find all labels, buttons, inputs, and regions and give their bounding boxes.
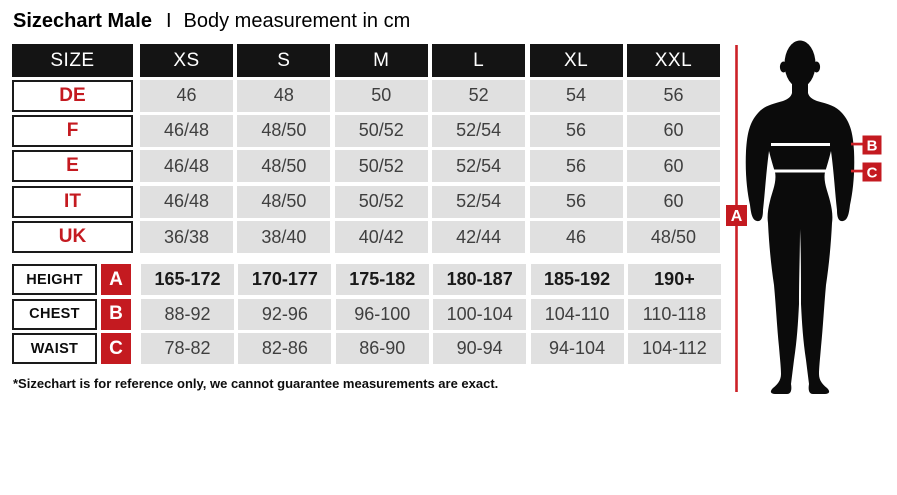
chest-connector-line [851, 142, 863, 146]
row-label-uk: UK [12, 221, 133, 254]
cell: 48/50 [626, 221, 720, 254]
size-chart-table: SIZE XS S M L XL XXL DE 46 48 50 52 54 5… [12, 44, 721, 368]
title-separator: I [165, 9, 172, 33]
cell: 175-182 [335, 264, 429, 296]
footnote: *Sizechart is for reference only, we can… [13, 376, 499, 391]
cell: 60 [626, 114, 720, 147]
chest-line [771, 143, 830, 146]
header-xs: XS [140, 44, 233, 77]
section-gap [12, 256, 721, 264]
row-label-height: HEIGHT [12, 264, 97, 296]
cell: 48/50 [237, 114, 331, 147]
male-body-figure: A B C [726, 40, 882, 394]
cell: 46/48 [140, 114, 233, 147]
header-l: L [432, 44, 526, 77]
table-row-de: DE 46 48 50 52 54 56 [12, 79, 721, 112]
row-label-de: DE [12, 79, 133, 112]
cell: 60 [626, 185, 720, 218]
cell: 46/48 [140, 185, 233, 218]
marker-b-box [862, 135, 882, 155]
cell: 90-94 [433, 333, 527, 365]
table-row-e: E 46/48 48/50 50/52 52/54 56 60 [12, 150, 721, 183]
cell: 38/40 [237, 221, 331, 254]
row-label-chest: CHEST [12, 298, 97, 330]
marker-c-box [862, 162, 882, 182]
row-label-f: F [12, 114, 133, 147]
cell: 60 [626, 150, 720, 183]
row-label-waist: WAIST [12, 333, 97, 365]
marker-c-letter: C [867, 165, 878, 182]
header-row: SIZE XS S M L XL XXL [12, 44, 721, 77]
cell: 52/54 [432, 150, 526, 183]
cell: 36/38 [140, 221, 233, 254]
title-main: Sizechart Male [13, 10, 152, 32]
cell: 165-172 [141, 264, 234, 296]
page-title: Sizechart Male I Body measurement in cm [13, 10, 410, 33]
cell: 170-177 [238, 264, 332, 296]
table-row-waist: WAIST C 78-82 82-86 86-90 90-94 94-104 1… [12, 333, 721, 365]
cell: 92-96 [238, 298, 332, 330]
table-row-f: F 46/48 48/50 50/52 52/54 56 60 [12, 114, 721, 147]
cell: 52 [432, 79, 526, 112]
cell: 110-118 [627, 298, 721, 330]
marker-c-badge: C [101, 333, 131, 365]
cell: 46 [529, 221, 623, 254]
cell: 185-192 [530, 264, 624, 296]
cell: 52/54 [432, 185, 526, 218]
cell: 86-90 [335, 333, 429, 365]
cell: 94-104 [530, 333, 624, 365]
waist-line [774, 169, 826, 173]
marker-b-badge: B [101, 298, 131, 330]
cell: 50/52 [334, 114, 428, 147]
cell: 56 [529, 114, 623, 147]
cell: 50 [334, 79, 428, 112]
cell: 52/54 [432, 114, 526, 147]
cell: 100-104 [433, 298, 527, 330]
cell: 54 [529, 79, 623, 112]
cell: 88-92 [141, 298, 234, 330]
row-label-e: E [12, 150, 133, 183]
cell: 48/50 [237, 150, 331, 183]
marker-b-letter: B [867, 138, 878, 155]
cell: 56 [626, 79, 720, 112]
cell: 180-187 [433, 264, 527, 296]
cell: 82-86 [238, 333, 332, 365]
header-size: SIZE [12, 44, 133, 77]
cell: 78-82 [141, 333, 234, 365]
cell: 104-112 [627, 333, 721, 365]
body [745, 79, 855, 394]
marker-a-badge: A [101, 264, 131, 296]
cell: 48/50 [237, 185, 331, 218]
marker-a-box [726, 205, 747, 226]
title-subtitle: Body measurement in cm [183, 10, 411, 32]
head [784, 40, 816, 88]
waist-connector-line [851, 169, 863, 173]
header-xxl: XXL [626, 44, 720, 77]
cell: 46/48 [140, 150, 233, 183]
table-row-uk: UK 36/38 38/40 40/42 42/44 46 48/50 [12, 221, 721, 254]
cell: 190+ [627, 264, 721, 296]
header-m: M [334, 44, 428, 77]
cell: 96-100 [335, 298, 429, 330]
male-silhouette [745, 40, 855, 394]
row-label-it: IT [12, 185, 133, 218]
table-row-it: IT 46/48 48/50 50/52 52/54 56 60 [12, 185, 721, 218]
table-row-height: HEIGHT A 165-172 170-177 175-182 180-187… [12, 264, 721, 296]
cell: 46 [140, 79, 233, 112]
cell: 50/52 [334, 185, 428, 218]
cell: 42/44 [432, 221, 526, 254]
cell: 40/42 [334, 221, 428, 254]
cell: 56 [529, 150, 623, 183]
cell: 48 [237, 79, 331, 112]
cell: 50/52 [334, 150, 428, 183]
header-s: S [237, 44, 331, 77]
header-xl: XL [529, 44, 623, 77]
table-row-chest: CHEST B 88-92 92-96 96-100 100-104 104-1… [12, 298, 721, 330]
cell: 104-110 [530, 298, 624, 330]
cell: 56 [529, 185, 623, 218]
marker-a-letter: A [731, 208, 743, 225]
